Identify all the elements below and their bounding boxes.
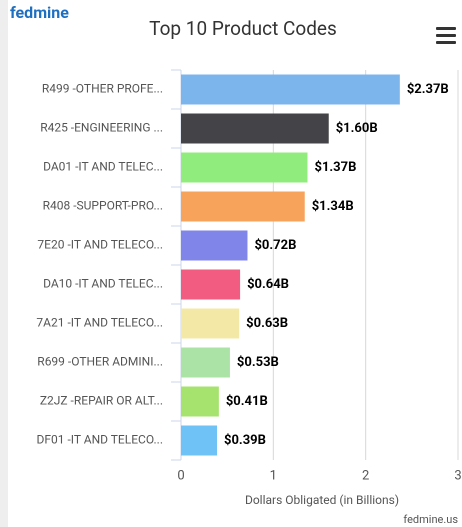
y-tick-label: DF01 -IT AND TELECO...	[36, 433, 163, 447]
value-label: $0.64B	[247, 277, 289, 292]
x-tick-label: 1	[270, 468, 277, 483]
bar	[181, 113, 329, 144]
value-label: $0.41B	[226, 394, 268, 409]
bar	[181, 191, 305, 222]
y-tick-label: R499 -OTHER PROFE...	[42, 82, 163, 96]
value-label: $2.37B	[407, 82, 449, 97]
bar	[181, 386, 219, 417]
value-label: $1.34B	[312, 199, 354, 214]
footer: fedmine.us	[403, 513, 458, 526]
side-strip	[0, 0, 8, 527]
logo: fedmine	[10, 3, 69, 22]
y-tick-label: DA10 -IT AND TELEC...	[43, 277, 163, 291]
y-tick-label: R699 -OTHER ADMINI...	[37, 355, 163, 369]
chart-title: Top 10 Product Codes	[149, 17, 337, 40]
x-axis-label: Dollars Obligated (in Billions)	[245, 493, 399, 507]
y-tick-label: R408 -SUPPORT-PRO...	[43, 199, 163, 213]
y-tick-label: R425 -ENGINEERING ...	[40, 121, 163, 135]
y-tick-label: DA01 -IT AND TELEC...	[43, 160, 163, 174]
bar	[181, 230, 248, 261]
bar	[181, 347, 230, 378]
value-label: $0.63B	[246, 316, 288, 331]
x-tick-label: 3	[454, 468, 461, 483]
bar	[181, 269, 241, 300]
bar	[181, 308, 240, 339]
value-label: $0.72B	[254, 238, 296, 253]
x-tick-label: 0	[177, 468, 184, 483]
y-tick-label: 7E20 -IT AND TELECO...	[37, 238, 163, 252]
value-label: $1.60B	[336, 121, 378, 136]
value-label: $0.39B	[224, 433, 266, 448]
value-label: $1.37B	[314, 160, 356, 175]
value-label: $0.53B	[237, 355, 279, 370]
menu-icon[interactable]	[436, 27, 456, 44]
bar	[181, 425, 218, 456]
y-tick-label: 7A21 -IT AND TELECO...	[36, 316, 163, 330]
y-tick-label: Z2JZ -REPAIR OR ALT...	[40, 394, 163, 408]
x-tick-label: 2	[362, 468, 369, 483]
bar	[181, 74, 400, 105]
bar	[181, 152, 308, 183]
